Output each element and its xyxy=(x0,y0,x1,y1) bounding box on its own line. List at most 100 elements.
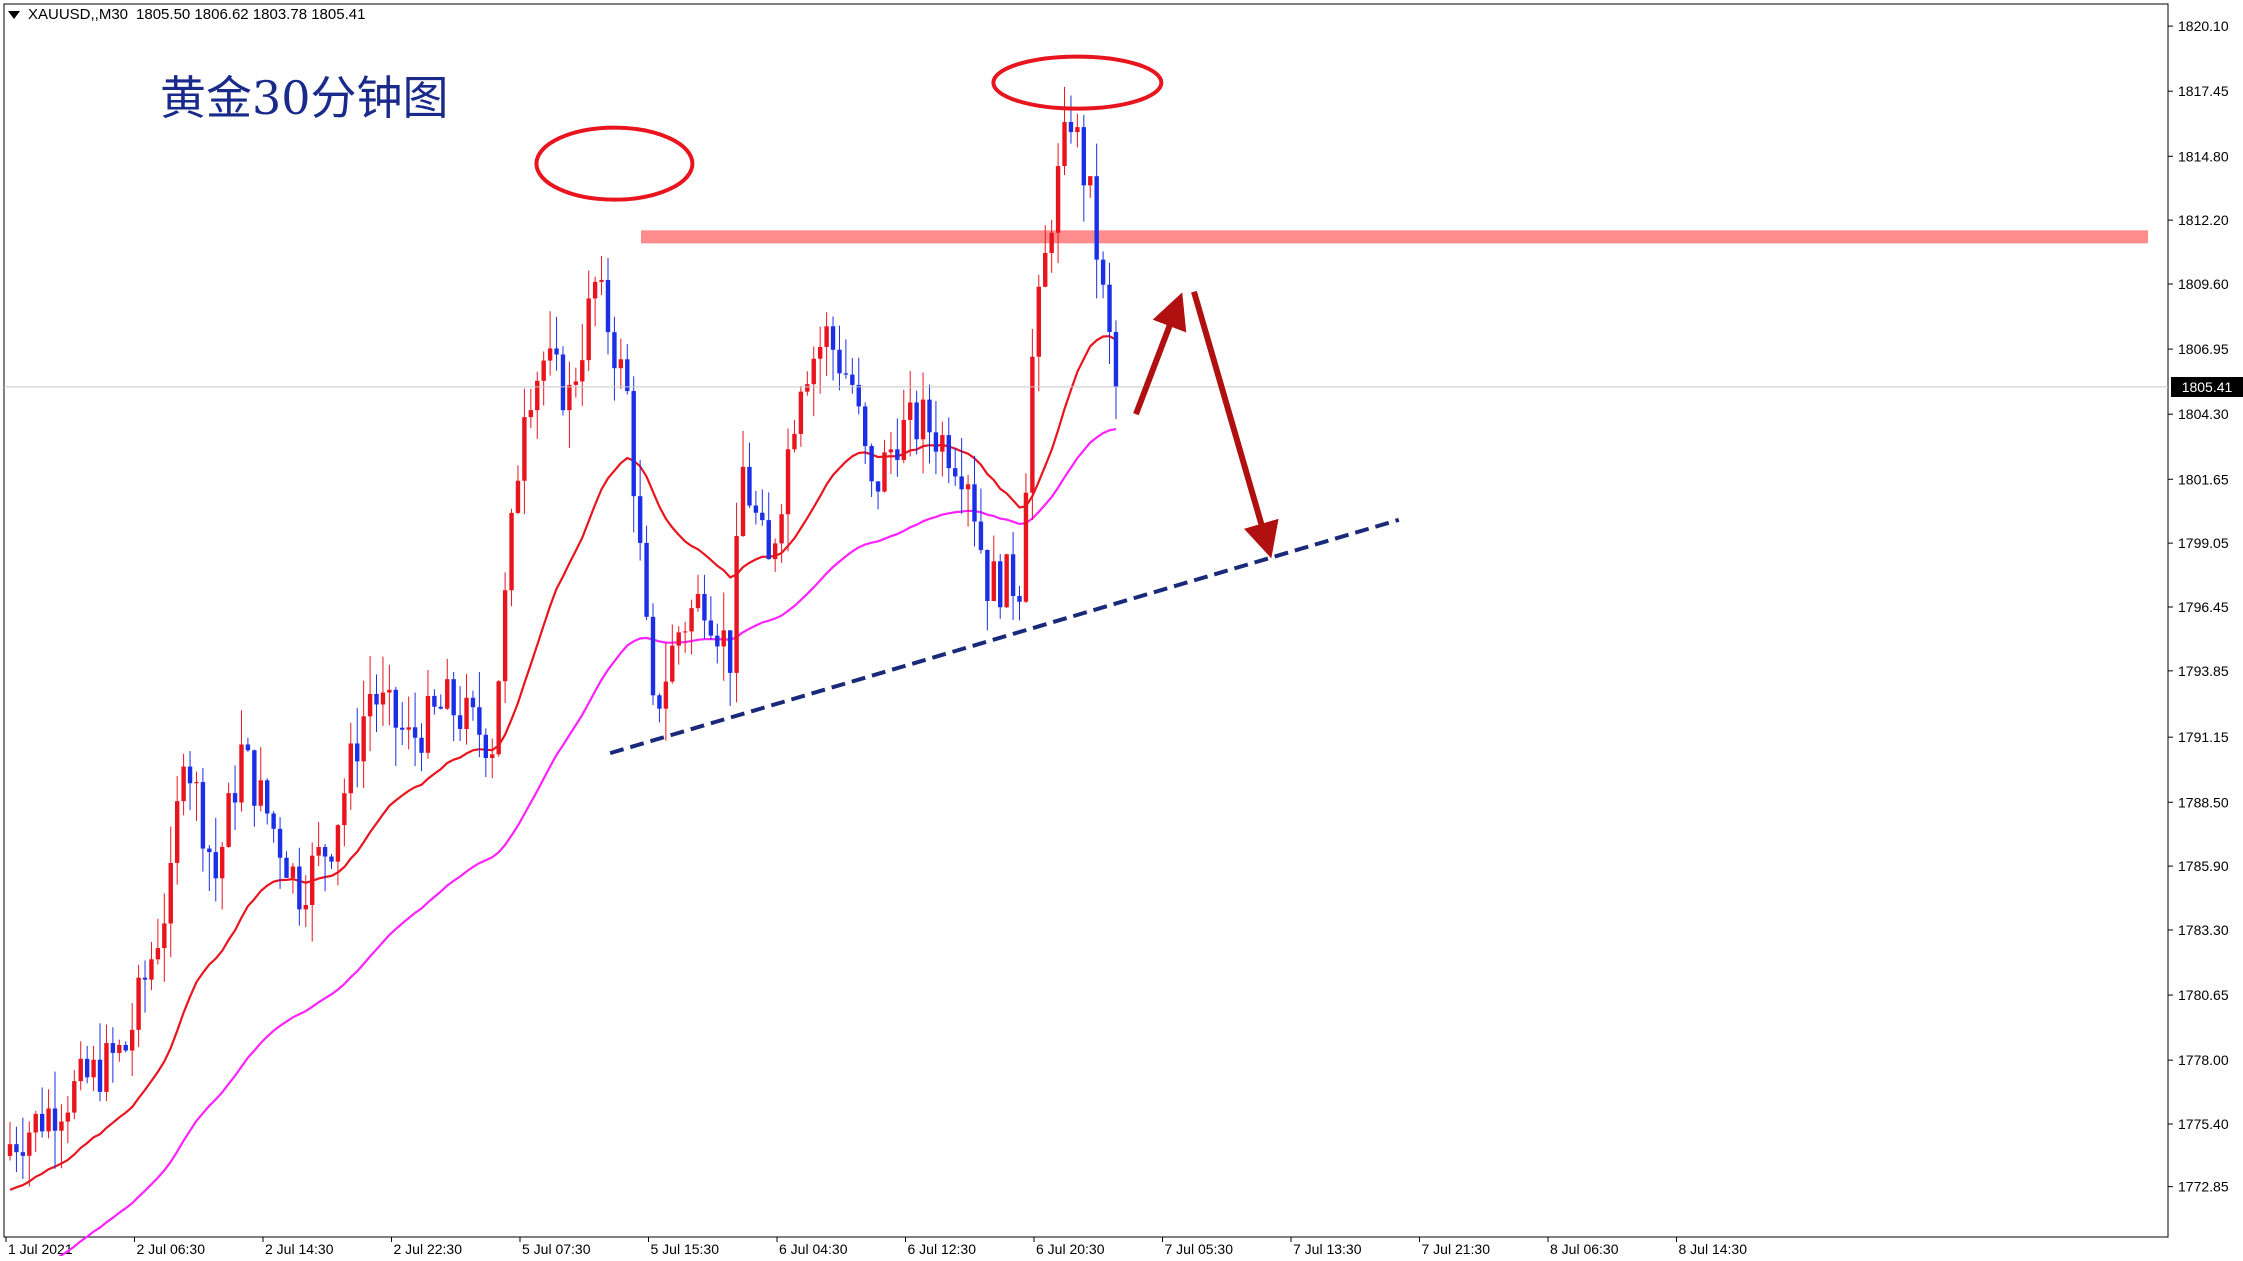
candle-body xyxy=(59,1121,64,1131)
y-tick-label: 1812.20 xyxy=(2178,212,2229,228)
candle-body xyxy=(541,360,546,381)
dropdown-triangle-icon[interactable] xyxy=(8,10,20,19)
candle-body xyxy=(895,449,900,460)
candle-body xyxy=(856,384,861,407)
candle-body xyxy=(194,782,199,784)
candle-body xyxy=(875,481,881,492)
candle-body xyxy=(509,512,514,591)
candle-body xyxy=(1100,259,1106,285)
candle-body xyxy=(232,793,238,803)
candle-body xyxy=(470,697,476,708)
candle-body xyxy=(1049,232,1054,253)
x-tick-label: 5 Jul 07:30 xyxy=(522,1241,591,1256)
x-tick-label: 5 Jul 15:30 xyxy=(651,1241,720,1256)
candle-body xyxy=(908,402,913,420)
y-tick-label: 1783.30 xyxy=(2178,922,2229,938)
candle-body xyxy=(1055,166,1061,233)
candle-body xyxy=(657,695,662,709)
candle-body xyxy=(46,1108,51,1132)
x-tick-label: 7 Jul 21:30 xyxy=(1422,1241,1491,1256)
candle-body xyxy=(387,689,392,693)
candle-body xyxy=(785,449,791,515)
candle-body xyxy=(65,1112,71,1122)
candle-body xyxy=(335,825,341,862)
candle-body xyxy=(1010,554,1016,596)
candle-body xyxy=(547,348,553,361)
x-tick-label: 8 Jul 06:30 xyxy=(1550,1241,1619,1256)
candle-body xyxy=(258,780,263,806)
candle-body xyxy=(1036,286,1041,357)
candle-body xyxy=(412,727,418,738)
candle-body xyxy=(72,1081,77,1113)
candle-body xyxy=(39,1113,45,1132)
x-tick-label: 2 Jul 14:30 xyxy=(265,1241,334,1256)
candles xyxy=(7,86,1119,1187)
candle-body xyxy=(567,384,572,411)
candle-body xyxy=(200,782,206,849)
candle-body xyxy=(535,380,540,411)
candle-body xyxy=(862,406,868,447)
candle-body xyxy=(779,514,784,544)
candle-body xyxy=(522,417,527,481)
candle-body xyxy=(920,399,926,440)
candle-body xyxy=(97,1059,103,1092)
x-tick-label: 6 Jul 20:30 xyxy=(1036,1241,1105,1256)
x-tick-label: 7 Jul 13:30 xyxy=(1293,1241,1362,1256)
ohlc-values: 1805.50 1806.62 1803.78 1805.41 xyxy=(136,6,366,23)
candle-body xyxy=(663,681,669,709)
candle-body xyxy=(727,630,733,673)
candle-body xyxy=(1094,176,1099,260)
candle-body xyxy=(676,632,681,646)
y-tick-label: 1801.65 xyxy=(2178,471,2229,487)
candle-body xyxy=(933,432,939,452)
candle-body xyxy=(554,348,559,355)
candle-body xyxy=(425,695,431,753)
candle-body xyxy=(830,326,836,350)
candle-body xyxy=(592,281,598,299)
annotation-title: 黄金30分钟图 xyxy=(160,71,449,125)
x-tick-label: 6 Jul 04:30 xyxy=(779,1241,848,1256)
candle-body xyxy=(155,948,161,960)
candle-body xyxy=(136,977,141,1030)
candle-body xyxy=(252,750,257,806)
candle-body xyxy=(406,727,411,730)
candle-body xyxy=(605,279,611,333)
symbol-header: XAUUSD,,M30 1805.50 1806.62 1803.78 1805… xyxy=(8,6,365,23)
candle-body xyxy=(219,846,225,879)
candle-body xyxy=(367,693,373,717)
candle-body xyxy=(817,346,823,359)
candle-body xyxy=(843,373,849,375)
candle-body xyxy=(52,1108,58,1131)
candle-body xyxy=(117,1044,122,1053)
candle-body xyxy=(1081,127,1087,186)
candle-body xyxy=(355,743,360,762)
candle-body xyxy=(438,706,444,709)
candle-body xyxy=(419,737,424,753)
candle-body xyxy=(670,645,675,682)
candle-body xyxy=(361,716,366,762)
candle-body xyxy=(374,693,379,705)
candle-body xyxy=(998,561,1003,608)
candle-body xyxy=(400,727,405,730)
plot-frame xyxy=(3,3,2169,1238)
candle-body xyxy=(702,593,707,621)
candle-body xyxy=(464,697,469,729)
candle-body xyxy=(940,435,945,452)
y-tick-label: 1814.80 xyxy=(2178,148,2229,164)
candle-body xyxy=(772,543,778,560)
candle-body xyxy=(766,520,771,560)
candle-body xyxy=(612,332,617,369)
support-trendline xyxy=(609,517,1400,756)
candle-body xyxy=(1068,121,1074,133)
candle-body xyxy=(991,561,996,601)
candle-body xyxy=(1075,127,1080,133)
moving-averages xyxy=(9,335,1117,1261)
candle-body xyxy=(927,399,932,433)
candle-body xyxy=(226,793,231,847)
candle-body xyxy=(1107,284,1112,332)
y-tick-label: 1796.45 xyxy=(2178,599,2229,615)
y-tick-label: 1793.85 xyxy=(2178,663,2229,679)
candle-body xyxy=(451,679,456,716)
